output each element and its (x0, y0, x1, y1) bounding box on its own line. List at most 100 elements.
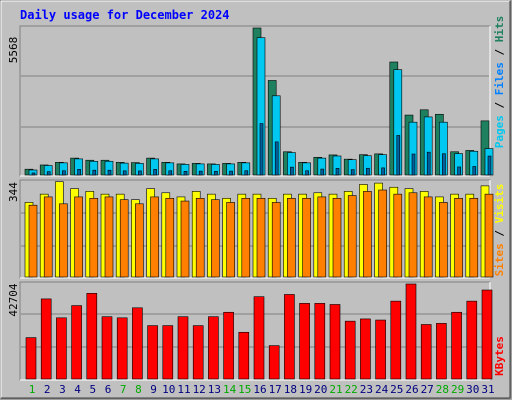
bar-kbytes-day-31 (481, 289, 493, 380)
day-label-10: 10 (162, 383, 175, 396)
bar-kbytes-day-30 (466, 300, 478, 380)
bar-sites-day-15 (241, 197, 251, 278)
bar-pages-day-2 (46, 171, 51, 176)
legend-top-text: Pages / Files / Hits (493, 16, 506, 149)
bar-sites-day-1 (28, 204, 38, 278)
bar-sites-day-30 (469, 197, 479, 278)
day-label-31: 31 (481, 383, 494, 396)
bar-kbytes-day-25 (390, 300, 402, 380)
bar-pages-day-22 (350, 169, 355, 176)
bar-sites-day-17 (271, 202, 281, 278)
bar-kbytes-day-27 (420, 324, 432, 380)
ymax-label-hits: 5568 (7, 37, 20, 64)
day-labels: 1 2 3 4 5 6 7 8 9 10 11 12 13 14 15 16 17 18 19 20 21 22 23 24 2… (29, 383, 495, 396)
bar-sites-day-13 (211, 199, 220, 278)
bar-pages-day-13 (214, 171, 218, 176)
bar-kbytes-day-10 (162, 325, 174, 380)
bar-pages-day-23 (366, 167, 370, 176)
bar-sites-day-29 (454, 197, 463, 278)
day-label-8: 8 (135, 383, 142, 396)
day-label-3: 3 (59, 383, 66, 396)
bar-pages-day-28 (442, 153, 446, 176)
day-label-15: 15 (238, 383, 251, 396)
bar-pages-day-10 (168, 170, 173, 176)
day-label-29: 29 (451, 383, 464, 396)
day-label-21: 21 (329, 383, 342, 396)
bar-kbytes-day-19 (299, 303, 310, 380)
legend-sites: Sites (493, 243, 506, 276)
bar-kbytes-day-1 (25, 337, 37, 380)
bar-kbytes-day-28 (436, 323, 447, 380)
bar-pages-day-9 (153, 169, 157, 176)
day-label-20: 20 (314, 383, 327, 396)
bar-sites-day-23 (363, 191, 372, 278)
bar-pages-day-21 (335, 168, 340, 176)
legend-kbytes: KBytes (493, 336, 506, 376)
day-label-24: 24 (375, 383, 389, 396)
bar-kbytes-day-21 (329, 304, 341, 380)
bar-sites-day-11 (180, 200, 190, 278)
bar-pages-day-3 (62, 170, 66, 176)
legend-files: Files (493, 62, 506, 95)
day-label-19: 19 (299, 383, 312, 396)
bar-pages-day-25 (396, 135, 401, 176)
day-label-22: 22 (345, 383, 358, 396)
bar-sites-day-3 (59, 203, 68, 278)
bar-sites-day-22 (347, 195, 357, 278)
bar-pages-day-20 (320, 168, 325, 176)
day-label-14: 14 (223, 383, 237, 396)
bar-sites-day-4 (74, 196, 83, 278)
legend-middle: Sites / Visits (493, 184, 506, 277)
bar-sites-day-14 (226, 202, 235, 278)
bar-sites-day-8 (135, 203, 144, 278)
bar-sites-day-2 (43, 196, 53, 278)
bar-kbytes-day-13 (208, 316, 219, 380)
bars-visits-panel (24, 181, 494, 278)
bar-sites-day-19 (302, 197, 311, 278)
day-label-28: 28 (436, 383, 449, 396)
bar-sites-day-10 (165, 197, 175, 278)
bar-kbytes-day-22 (344, 320, 356, 380)
day-label-4: 4 (74, 383, 81, 396)
bar-sites-day-31 (484, 193, 494, 278)
ymax-label-kbytes: 42704 (7, 283, 20, 316)
bar-pages-day-30 (472, 166, 477, 176)
bar-pages-day-6 (107, 169, 112, 176)
day-label-11: 11 (177, 383, 190, 396)
day-label-25: 25 (390, 383, 403, 396)
bar-pages-day-14 (229, 170, 233, 176)
day-label-26: 26 (405, 383, 418, 396)
bar-pages-day-7 (122, 170, 127, 176)
legend-pages: Pages (493, 115, 506, 148)
ymax-label-visits: 344 (7, 182, 20, 202)
bar-pages-day-27 (426, 151, 431, 176)
bar-kbytes-day-11 (177, 316, 189, 380)
bar-sites-day-25 (393, 193, 403, 278)
day-label-13: 13 (208, 383, 221, 396)
bar-pages-day-26 (411, 153, 416, 176)
day-label-27: 27 (421, 383, 434, 396)
bar-sites-day-12 (195, 197, 205, 278)
bar-pages-day-5 (92, 169, 97, 176)
chart-title: Daily usage for December 2024 (20, 8, 230, 22)
bar-pages-day-19 (305, 170, 309, 176)
bar-kbytes-day-3 (56, 317, 67, 380)
bar-pages-day-11 (183, 171, 188, 176)
bar-pages-day-16 (259, 123, 264, 176)
bar-pages-day-15 (244, 170, 249, 176)
bars-hits-panel (24, 27, 494, 176)
bar-kbytes-day-23 (360, 318, 371, 380)
bar-sites-day-9 (150, 196, 159, 278)
bar-pages-day-1 (31, 172, 36, 176)
bar-kbytes-day-20 (314, 303, 326, 380)
bar-kbytes-day-18 (284, 294, 295, 380)
day-label-2: 2 (44, 383, 51, 396)
day-label-6: 6 (105, 383, 112, 396)
bar-kbytes-day-6 (101, 316, 113, 380)
bar-kbytes-day-9 (147, 325, 158, 380)
bar-sites-day-16 (256, 197, 266, 278)
bar-sites-day-20 (317, 196, 327, 278)
bar-kbytes-day-29 (451, 311, 462, 380)
bar-kbytes-day-4 (71, 305, 82, 380)
day-label-17: 17 (269, 383, 282, 396)
